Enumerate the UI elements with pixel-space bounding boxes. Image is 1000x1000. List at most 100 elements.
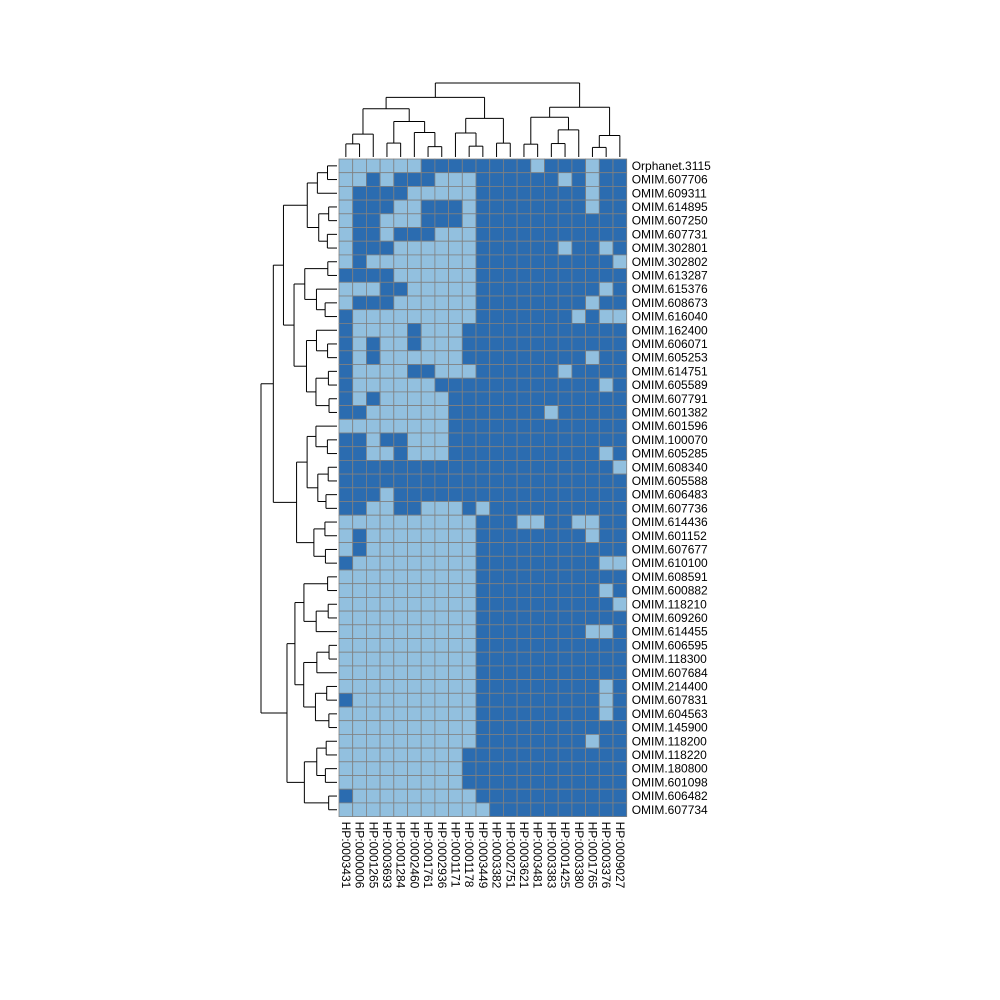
heatmap-cell-r1-c3 (379, 172, 395, 187)
column-label: HP:0001284 (394, 822, 408, 889)
heatmap-cell-r8-c14 (530, 268, 545, 283)
heatmap-cell-r12-c20 (612, 322, 628, 338)
heatmap-cell-r20-c10 (475, 432, 491, 448)
heatmap-cell-r32-c8 (448, 597, 463, 612)
heatmap-cell-r4-c12 (502, 213, 518, 228)
heatmap-cell-r26-c16 (557, 514, 573, 530)
heatmap-cell-r12-c18 (585, 322, 600, 338)
heatmap-cell-r45-c17 (571, 775, 587, 790)
heatmap-cell-r10-c18 (585, 295, 600, 311)
heatmap-cell-r7-c14 (530, 254, 545, 269)
row-label: OMIM.607791 (632, 392, 708, 406)
heatmap-cell-r21-c16 (557, 446, 573, 461)
heatmap-cell-r37-c14 (530, 665, 545, 681)
row-label: OMIM.606482 (632, 789, 708, 803)
heatmap-cell-r4-c13 (516, 213, 532, 228)
heatmap-cell-r13-c9 (461, 336, 477, 352)
heatmap-cell-r33-c3 (379, 610, 395, 626)
heatmap-cell-r1-c16 (557, 172, 573, 187)
heatmap-cell-r47-c14 (530, 802, 545, 818)
heatmap-cell-r4-c8 (448, 213, 463, 228)
heatmap-cell-r33-c2 (365, 610, 381, 626)
heatmap-cell-r36-c2 (365, 651, 381, 667)
heatmap-cell-r24-c6 (420, 487, 436, 502)
heatmap-cell-r0-c16 (557, 158, 573, 174)
heatmap-cell-r29-c20 (612, 555, 628, 571)
heatmap-cell-r14-c12 (502, 350, 518, 365)
heatmap-cell-r46-c10 (475, 788, 491, 804)
row-label: OMIM.606071 (632, 337, 708, 351)
heatmap-cell-r46-c3 (379, 788, 395, 804)
heatmap-cell-r26-c18 (585, 514, 600, 530)
heatmap-cell-r22-c3 (379, 459, 395, 475)
row-label: OMIM.605588 (632, 474, 708, 488)
heatmap-cell-r34-c0 (338, 624, 354, 639)
heatmap-cell-r40-c16 (557, 706, 573, 722)
heatmap-cell-r32-c6 (420, 597, 436, 612)
heatmap-cell-r10-c5 (407, 295, 422, 311)
heatmap-cell-r12-c8 (448, 322, 463, 338)
heatmap-cell-r31-c5 (407, 583, 422, 598)
heatmap-cell-r22-c4 (393, 459, 408, 475)
heatmap-cell-r27-c13 (516, 528, 532, 544)
heatmap-cell-r13-c12 (502, 336, 518, 352)
heatmap-cell-r24-c7 (434, 487, 449, 502)
heatmap-cell-r39-c2 (365, 692, 381, 708)
heatmap-cell-r19-c13 (516, 418, 532, 434)
heatmap-cell-r5-c1 (352, 227, 367, 242)
heatmap-cell-r1-c12 (502, 172, 518, 187)
heatmap-cell-r34-c2 (365, 624, 381, 639)
heatmap-cell-r46-c7 (434, 788, 449, 804)
heatmap-cell-r30-c7 (434, 569, 449, 585)
heatmap-cell-r32-c14 (530, 597, 545, 612)
heatmap-cell-r21-c17 (571, 446, 587, 461)
heatmap-cell-r14-c19 (598, 350, 614, 365)
heatmap-cell-r47-c15 (544, 802, 559, 818)
heatmap-cell-r12-c5 (407, 322, 422, 338)
heatmap-cell-r6-c6 (420, 240, 436, 256)
row-label: OMIM.606483 (632, 488, 708, 502)
heatmap-cell-r4-c6 (420, 213, 436, 228)
heatmap-cell-r18-c17 (571, 405, 587, 420)
heatmap-cell-r44-c7 (434, 761, 449, 776)
heatmap-cell-r32-c0 (338, 597, 354, 612)
heatmap-cell-r25-c13 (516, 501, 532, 516)
heatmap-cell-r38-c3 (379, 679, 395, 694)
row-dendrogram (260, 165, 337, 811)
column-label: HP:0009027 (613, 822, 627, 889)
heatmap-cell-r23-c1 (352, 473, 367, 489)
heatmap-cell-r16-c17 (571, 377, 587, 393)
heatmap-cell-r29-c4 (393, 555, 408, 571)
heatmap-cell-r4-c0 (338, 213, 354, 228)
heatmap-cell-r13-c11 (489, 336, 504, 352)
heatmap-cell-r36-c7 (434, 651, 449, 667)
heatmap-cell-r40-c18 (585, 706, 600, 722)
heatmap-cell-r25-c9 (461, 501, 477, 516)
heatmap-cell-r38-c18 (585, 679, 600, 694)
row-label: OMIM.601098 (632, 775, 708, 789)
heatmap-cell-r27-c0 (338, 528, 354, 544)
heatmap-cell-r40-c12 (502, 706, 518, 722)
heatmap-cell-r39-c0 (338, 692, 354, 708)
heatmap-cell-r45-c0 (338, 775, 354, 790)
heatmap-cell-r5-c19 (598, 227, 614, 242)
heatmap-cell-r5-c17 (571, 227, 587, 242)
heatmap-cell-r46-c20 (612, 788, 628, 804)
heatmap-cell-r24-c5 (407, 487, 422, 502)
heatmap-cell-r43-c12 (502, 747, 518, 763)
heatmap-cell-r21-c13 (516, 446, 532, 461)
heatmap-cell-r20-c9 (461, 432, 477, 448)
heatmap-cell-r6-c11 (489, 240, 504, 256)
heatmap-cell-r2-c13 (516, 185, 532, 201)
heatmap-cell-r45-c15 (544, 775, 559, 790)
heatmap-cell-r9-c13 (516, 281, 532, 297)
heatmap-cell-r24-c3 (379, 487, 395, 502)
heatmap-cell-r5-c0 (338, 227, 354, 242)
heatmap-cell-r12-c7 (434, 322, 449, 338)
heatmap-cell-r11-c1 (352, 309, 367, 324)
heatmap-cell-r35-c0 (338, 638, 354, 653)
heatmap-cell-r43-c20 (612, 747, 628, 763)
heatmap-cell-r17-c0 (338, 391, 354, 406)
heatmap-cell-r6-c13 (516, 240, 532, 256)
heatmap-cell-r37-c3 (379, 665, 395, 681)
